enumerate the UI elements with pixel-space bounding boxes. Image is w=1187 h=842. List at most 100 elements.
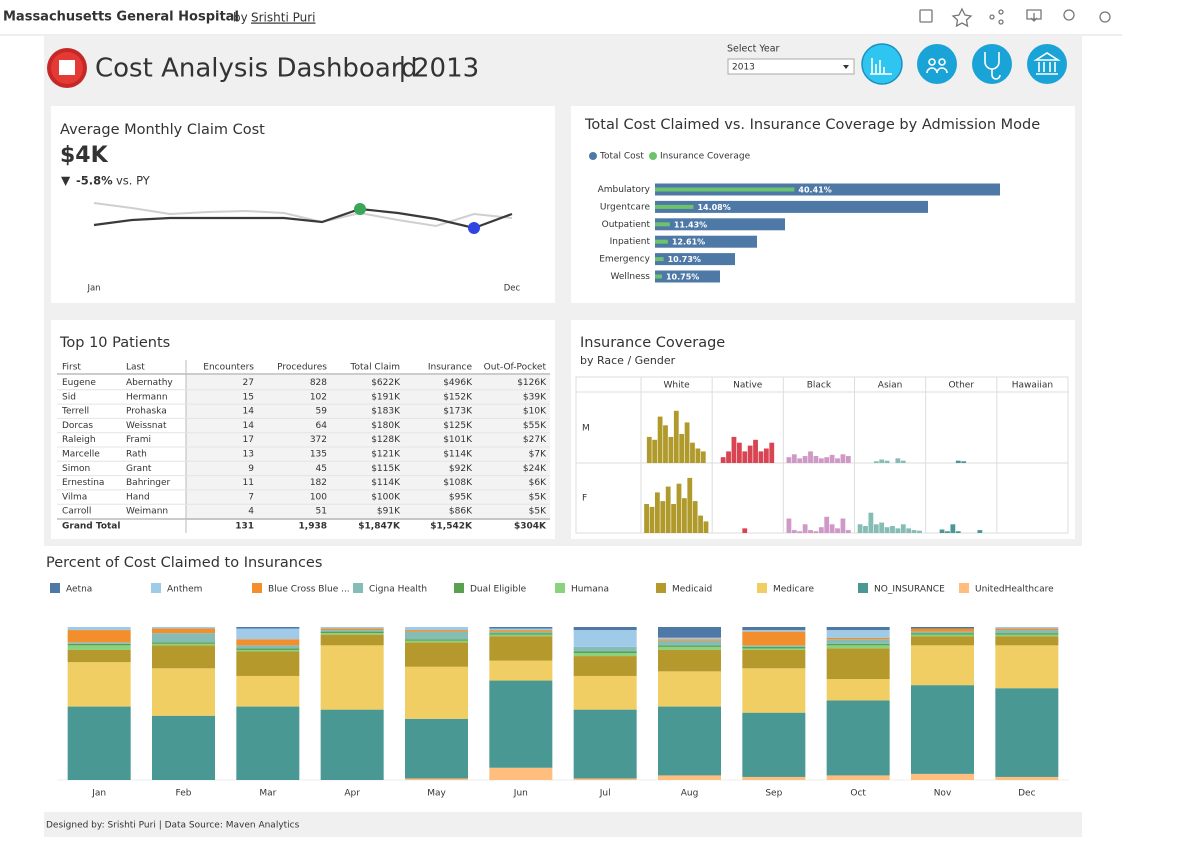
stack-segment [236,706,300,780]
histogram-bar [657,416,663,463]
category-label: Outpatient [602,220,651,230]
stack-segment [826,700,890,776]
histogram-bar [813,456,819,463]
histogram-bar [671,504,676,533]
table-cell: 102 [310,392,327,402]
table-cell: Weissnat [126,421,167,431]
sparkline [93,207,513,230]
stack-segment [405,778,468,780]
stack-segment [658,639,721,641]
share-icon[interactable] [989,14,995,20]
stack-segment [489,767,553,780]
histogram-bar [786,518,792,533]
stack-segment [405,631,468,640]
stack-segment [995,627,1059,629]
coverage-bar [655,274,662,279]
nav-patients[interactable] [917,44,957,84]
stack-segment [489,660,553,681]
histogram-bar [802,524,808,533]
histogram-bar [900,460,906,463]
table-cell: $91K [377,507,401,517]
histogram-bar [687,477,693,533]
table-cell: Eugene [62,378,96,388]
table-cell: 9 [248,464,254,474]
table-cell: 14 [243,407,255,417]
histogram-bar [786,457,792,463]
coverage-bar [655,239,668,244]
nav-payers[interactable] [1027,44,1067,84]
table-cell: Vilma [62,492,87,502]
histogram-bar [808,451,813,463]
legend-label: Blue Cross Blue ... [268,585,350,595]
download-icon[interactable] [1026,9,1042,22]
stack-segment [573,778,637,780]
coverage-bar [655,204,694,209]
histogram-bar [690,442,695,463]
table-cell: Simon [62,464,90,474]
stack-segment [405,718,468,779]
total-bar [655,183,1000,196]
stack-segment [742,648,806,650]
table-total: $1,847K [358,522,401,532]
x-tick-label: Dec [1018,789,1035,799]
histogram-bar [845,530,851,533]
stack-segment [573,627,637,631]
legend-label: Insurance Coverage [660,152,751,162]
nav-cost[interactable] [861,43,903,85]
kpi-panel [51,106,555,303]
author-link[interactable]: Srishti Puri [251,11,316,25]
by-label: by [233,11,248,25]
stack-segment [236,649,300,652]
stack-segment [826,645,890,649]
kpi-arrow: ▼ [61,174,71,188]
x-tick-label: Nov [934,789,952,799]
legend-label: Medicaid [672,585,712,595]
histogram-bar [676,483,682,533]
column-header: Hawaiian [1012,381,1053,391]
histogram-bar [873,524,879,533]
settings-icon[interactable] [1099,11,1111,23]
favorite-icon[interactable] [951,7,973,28]
histogram-bar [813,531,819,533]
kpi-change: -5.8% [76,174,113,188]
nav-doctors[interactable] [972,44,1012,84]
histogram-bar [679,434,685,463]
histogram-bar [791,530,797,533]
table-cell: 15 [243,392,254,402]
x-tick-label: Feb [176,789,192,799]
stack-segment [236,627,300,629]
stack-segment [489,680,553,768]
stack-segment [826,637,890,640]
table-cell: $183K [371,407,401,417]
nav-patients-icon [928,58,936,66]
badge-icon[interactable] [1063,9,1075,21]
stack-segment [995,628,1059,631]
year-dropdown[interactable] [727,58,855,75]
legend-swatch [757,583,767,593]
histogram-bar [736,442,742,463]
coverage-label: 14.08% [697,203,730,212]
histogram-bar [726,451,731,463]
dashboard-title: Cost Analysis Dashboard [95,54,418,84]
stack-segment [320,645,384,710]
x-tick-label: Jun [513,789,528,799]
stack-segment [658,637,721,640]
histogram-bar [753,439,758,463]
histogram-bar [652,439,658,463]
stack-segment [573,653,637,657]
table-cell: $622K [371,378,401,388]
table-cell: $27K [523,435,547,445]
legend-label: Humana [571,585,609,595]
table-cell: Sid [62,392,76,402]
histogram-bar [797,458,803,463]
histogram-bar [644,504,649,533]
table-cell: $108K [443,478,473,488]
stack-segment [489,630,553,632]
coverage-bar [655,222,670,227]
edit-icon[interactable] [919,9,933,23]
stack-segment [236,651,300,676]
histogram-bar [673,410,679,463]
table-cell: Hermann [126,392,168,402]
nav-cost-icon [870,58,892,75]
table-cell: 17 [243,435,254,445]
